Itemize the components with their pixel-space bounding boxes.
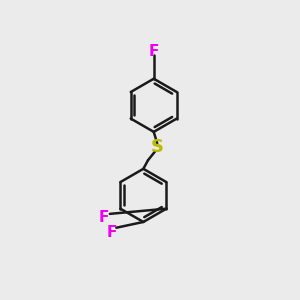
Text: F: F [99,210,109,225]
Text: F: F [107,225,117,240]
Text: S: S [151,138,164,156]
Text: F: F [148,44,159,59]
